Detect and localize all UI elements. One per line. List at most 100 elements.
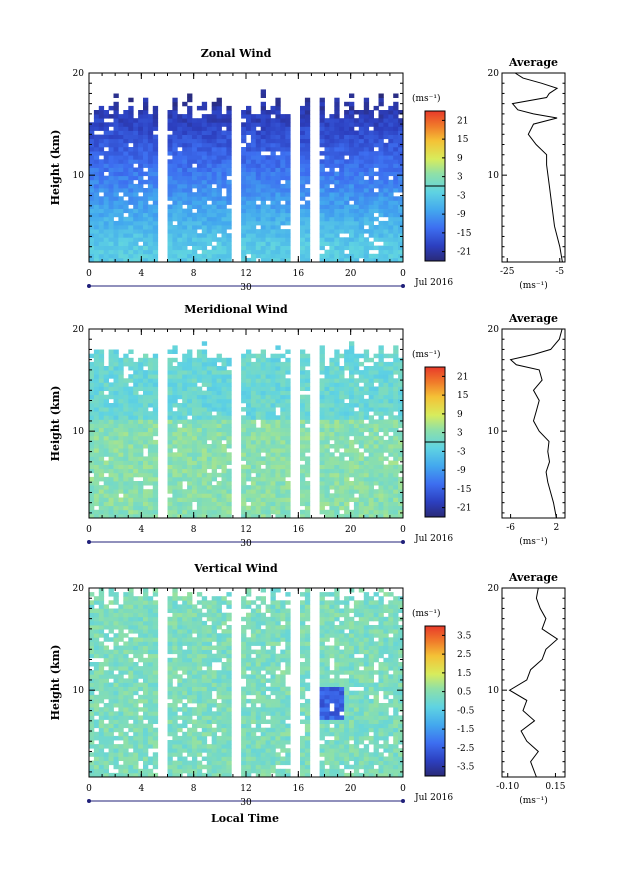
heatmap-cell [353, 398, 360, 404]
heatmap-cell [363, 204, 370, 209]
heatmap-cell [108, 448, 114, 453]
heatmap-cell [226, 138, 232, 144]
heatmap-cell [128, 513, 134, 519]
heatmap-cell [128, 175, 134, 181]
heatmap-cell [123, 220, 129, 226]
heatmap-cell [221, 245, 227, 251]
heatmap-cell [300, 257, 306, 263]
heatmap-cell [182, 225, 188, 230]
heatmap-cell [270, 229, 276, 234]
heatmap-cell [265, 216, 271, 222]
x-tick-label: 4 [138, 269, 144, 279]
heatmap-cell [138, 448, 144, 453]
heatmap-cell [201, 183, 208, 189]
heatmap-cell [280, 476, 286, 482]
heatmap-cell [108, 698, 114, 704]
heatmap-cell [123, 155, 129, 160]
heatmap-cell [98, 620, 105, 626]
heatmap-cell [353, 192, 360, 197]
heatmap-cell [304, 212, 311, 218]
heatmap-cell [103, 212, 109, 218]
heatmap-cell [304, 245, 311, 251]
heatmap-cell [270, 122, 276, 127]
heatmap-cell [378, 253, 384, 259]
heatmap-cell [113, 366, 119, 371]
heatmap-cell [398, 257, 404, 263]
heatmap-cell [246, 229, 252, 234]
heatmap-cell [182, 361, 188, 367]
heatmap-cell [187, 97, 193, 103]
heatmap-cell [103, 237, 109, 242]
heatmap-cell [344, 216, 350, 222]
heatmap-cell [108, 439, 114, 445]
heatmap-cell [349, 415, 355, 420]
heatmap-cell [147, 489, 154, 494]
heatmap-cell [260, 501, 266, 507]
heatmap-cell [138, 382, 144, 387]
heatmap-cell [363, 407, 370, 412]
heatmap-cell [123, 249, 129, 255]
heatmap-cell [226, 171, 232, 177]
heatmap-cell [128, 735, 134, 741]
heatmap-cell [304, 151, 311, 156]
heatmap-cell [206, 444, 213, 449]
heatmap-cell [226, 118, 232, 123]
heatmap-cell [339, 460, 345, 465]
heatmap-cell [275, 253, 281, 259]
heatmap-cell [93, 134, 100, 140]
heatmap-cell [393, 233, 399, 238]
heatmap-cell [113, 353, 119, 359]
heatmap-cell [89, 653, 95, 659]
heatmap-cell [393, 464, 399, 470]
heatmap-cell [363, 126, 370, 131]
heatmap-cell [147, 378, 154, 383]
heatmap-cell [349, 196, 355, 201]
heatmap-cell [113, 390, 119, 396]
heatmap-cell [300, 394, 306, 400]
heatmap-cell [118, 703, 124, 708]
heatmap-cell [300, 427, 306, 433]
heatmap-cell [216, 472, 222, 478]
heatmap-cell [201, 175, 208, 181]
heatmap-cell [353, 151, 360, 156]
heatmap-cell [304, 398, 311, 404]
heatmap-cell [265, 444, 271, 449]
heatmap-cell [187, 357, 193, 363]
heatmap-cell [216, 378, 222, 383]
heatmap-cell [192, 253, 198, 259]
heatmap-cell [246, 497, 252, 502]
heatmap-cell [98, 175, 105, 181]
heatmap-cell [246, 257, 252, 263]
heatmap-cell [241, 241, 247, 246]
heatmap-cell [265, 225, 271, 230]
heatmap-cell [319, 505, 325, 511]
heatmap-cell [103, 175, 109, 181]
heatmap-cell [123, 110, 129, 115]
heatmap-cell [216, 452, 222, 457]
heatmap-cell [216, 110, 222, 115]
heatmap-cell [344, 179, 350, 185]
heatmap-cell [398, 452, 404, 457]
heatmap-cell [358, 208, 365, 214]
heatmap-cell [201, 216, 208, 222]
heatmap-cell [378, 452, 384, 457]
heatmap-cell [172, 216, 178, 222]
heatmap-cell [133, 147, 139, 152]
heatmap-cell [373, 163, 379, 168]
heatmap-cell [304, 374, 311, 379]
heatmap-cell [368, 118, 374, 123]
heatmap-cell [265, 476, 271, 482]
heatmap-cell [93, 662, 100, 667]
heatmap-cell [275, 415, 281, 420]
heatmap-cell [201, 237, 208, 242]
heatmap-cell [123, 233, 129, 238]
heatmap-cell [393, 134, 399, 140]
heatmap-cell [118, 419, 124, 424]
heatmap-cell [211, 444, 217, 449]
heatmap-cell [270, 481, 276, 486]
heatmap-cell [147, 674, 154, 679]
heatmap-cell [206, 196, 213, 201]
heatmap-cell [255, 468, 262, 474]
heatmap-cell [334, 390, 340, 396]
heatmap-cell [344, 357, 350, 363]
